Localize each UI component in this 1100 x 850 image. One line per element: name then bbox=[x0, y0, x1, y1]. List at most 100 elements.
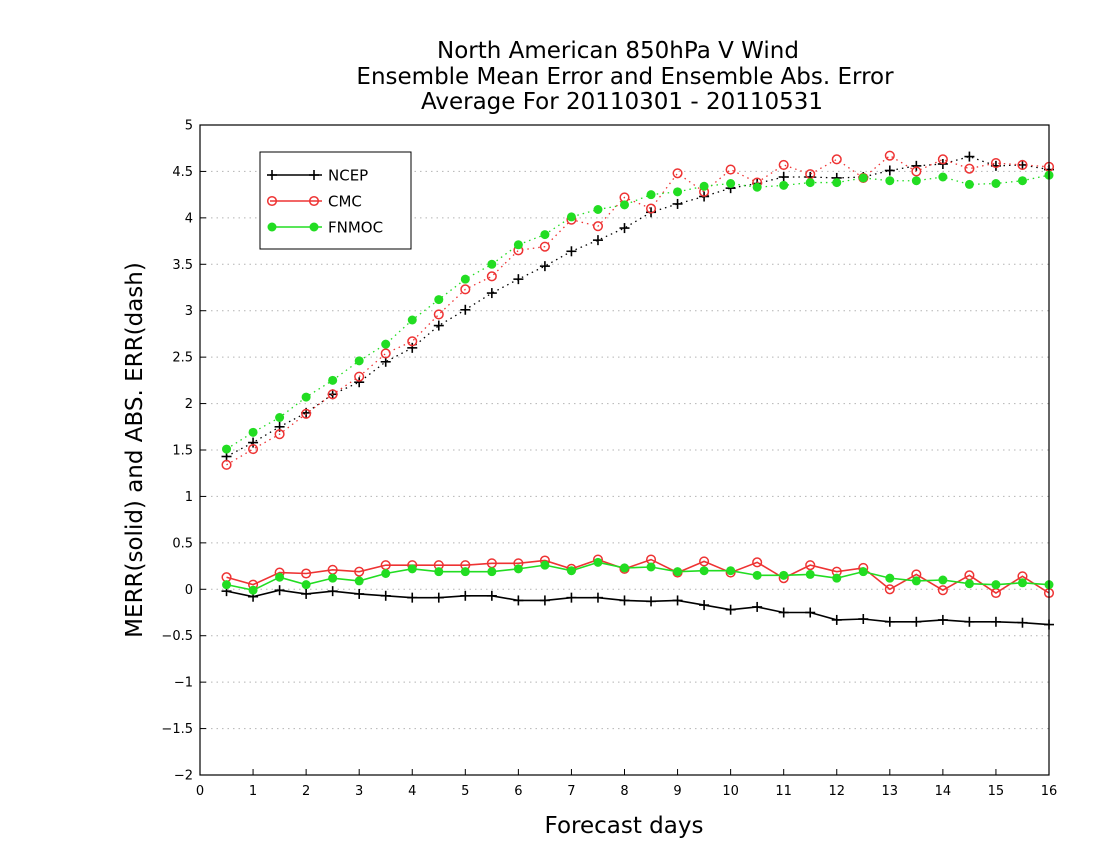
data-point bbox=[301, 580, 311, 590]
data-point bbox=[885, 176, 895, 186]
data-point bbox=[673, 567, 683, 577]
data-point bbox=[433, 592, 444, 603]
data-point bbox=[778, 607, 789, 618]
data-point bbox=[434, 295, 444, 305]
data-point bbox=[911, 166, 922, 177]
legend-label: NCEP bbox=[328, 167, 368, 185]
legend: NCEP CMC FNMOC bbox=[259, 151, 412, 250]
data-point bbox=[884, 150, 895, 161]
data-point bbox=[858, 173, 868, 183]
data-point bbox=[778, 172, 789, 182]
data-point bbox=[434, 567, 444, 577]
data-point bbox=[964, 179, 974, 189]
data-point bbox=[354, 371, 365, 382]
x-tick-label: 1 bbox=[249, 784, 257, 799]
y-tick-label: −1 bbox=[174, 676, 193, 691]
data-point bbox=[726, 179, 736, 188]
data-point bbox=[309, 222, 319, 232]
data-point bbox=[858, 567, 868, 577]
data-point bbox=[1017, 617, 1028, 628]
series-cmc-mean-error-line bbox=[226, 558, 1050, 594]
data-point bbox=[805, 178, 815, 188]
data-point bbox=[592, 592, 603, 603]
data-point bbox=[487, 259, 497, 269]
data-point bbox=[513, 595, 524, 606]
data-point bbox=[308, 195, 320, 207]
data-point bbox=[937, 614, 948, 625]
x-tick-label: 13 bbox=[882, 784, 899, 799]
data-point bbox=[539, 595, 550, 606]
data-point bbox=[990, 616, 1001, 627]
y-tick-label: 4 bbox=[185, 211, 193, 226]
x-tick-label: 7 bbox=[567, 784, 575, 799]
data-point bbox=[540, 560, 550, 570]
data-point bbox=[592, 221, 604, 232]
data-point bbox=[460, 590, 471, 601]
data-point bbox=[964, 163, 975, 174]
data-point bbox=[328, 573, 338, 583]
data-point bbox=[354, 377, 365, 388]
y-tick-label: 2.5 bbox=[172, 351, 193, 366]
data-point bbox=[964, 151, 975, 162]
y-tick-label: 3 bbox=[185, 304, 193, 319]
data-point bbox=[911, 176, 921, 186]
data-point bbox=[646, 562, 656, 572]
data-point bbox=[566, 566, 576, 576]
series-fnmoc-abs-error bbox=[222, 170, 1054, 454]
data-point bbox=[309, 170, 319, 180]
data-point bbox=[486, 271, 497, 282]
chart-title-line-3: Average For 20110301 - 20110531 bbox=[421, 89, 823, 115]
chart-title-line-1: North American 850hPa V Wind bbox=[437, 38, 799, 64]
chart-title-line-2: Ensemble Mean Error and Ensemble Abs. Er… bbox=[356, 64, 894, 90]
data-point bbox=[301, 408, 312, 419]
data-point bbox=[248, 437, 259, 448]
data-point bbox=[938, 575, 948, 585]
legend-entry-cmc: CMC bbox=[266, 193, 362, 211]
series-fnmoc-mean-error-line bbox=[226, 561, 1050, 592]
data-point bbox=[725, 604, 736, 615]
x-tick-label: 15 bbox=[988, 784, 1005, 799]
y-tick-label: 0.5 bbox=[172, 536, 193, 551]
y-tick-label: 4.5 bbox=[172, 165, 193, 180]
data-point bbox=[592, 235, 603, 246]
legend-entry-fnmoc: FNMOC bbox=[267, 219, 383, 237]
series-layer bbox=[221, 150, 1055, 630]
data-point bbox=[593, 557, 603, 567]
data-point bbox=[619, 595, 630, 606]
data-point bbox=[672, 168, 683, 179]
x-tick-label: 0 bbox=[196, 784, 204, 799]
data-point bbox=[222, 444, 232, 454]
data-point bbox=[938, 172, 948, 182]
data-point bbox=[752, 182, 762, 192]
x-tick-label: 5 bbox=[461, 784, 469, 799]
data-point bbox=[407, 564, 417, 574]
legend-label: CMC bbox=[328, 193, 362, 211]
data-point bbox=[1017, 159, 1028, 170]
data-point bbox=[619, 223, 630, 234]
data-point bbox=[805, 607, 816, 618]
data-point bbox=[911, 616, 922, 627]
series-ncep-mean-error bbox=[221, 585, 1054, 630]
data-point bbox=[752, 570, 762, 580]
y-tick-label: 0 bbox=[185, 583, 193, 598]
y-tick-label: 1.5 bbox=[172, 444, 193, 459]
data-point bbox=[275, 413, 285, 422]
data-point bbox=[381, 569, 391, 578]
y-tick-label: 5 bbox=[185, 119, 193, 134]
data-point bbox=[805, 560, 816, 571]
data-point bbox=[266, 195, 278, 207]
data-point bbox=[380, 348, 391, 359]
data-point bbox=[990, 158, 1001, 169]
data-point bbox=[752, 557, 763, 568]
data-point bbox=[407, 342, 418, 353]
data-point bbox=[539, 241, 550, 252]
data-point bbox=[726, 566, 736, 576]
data-point bbox=[778, 159, 789, 170]
data-point bbox=[487, 567, 497, 577]
data-point bbox=[646, 190, 656, 200]
data-point bbox=[460, 274, 470, 284]
y-tick-label: −1.5 bbox=[161, 722, 193, 737]
data-point bbox=[222, 580, 232, 590]
data-point bbox=[937, 154, 948, 165]
